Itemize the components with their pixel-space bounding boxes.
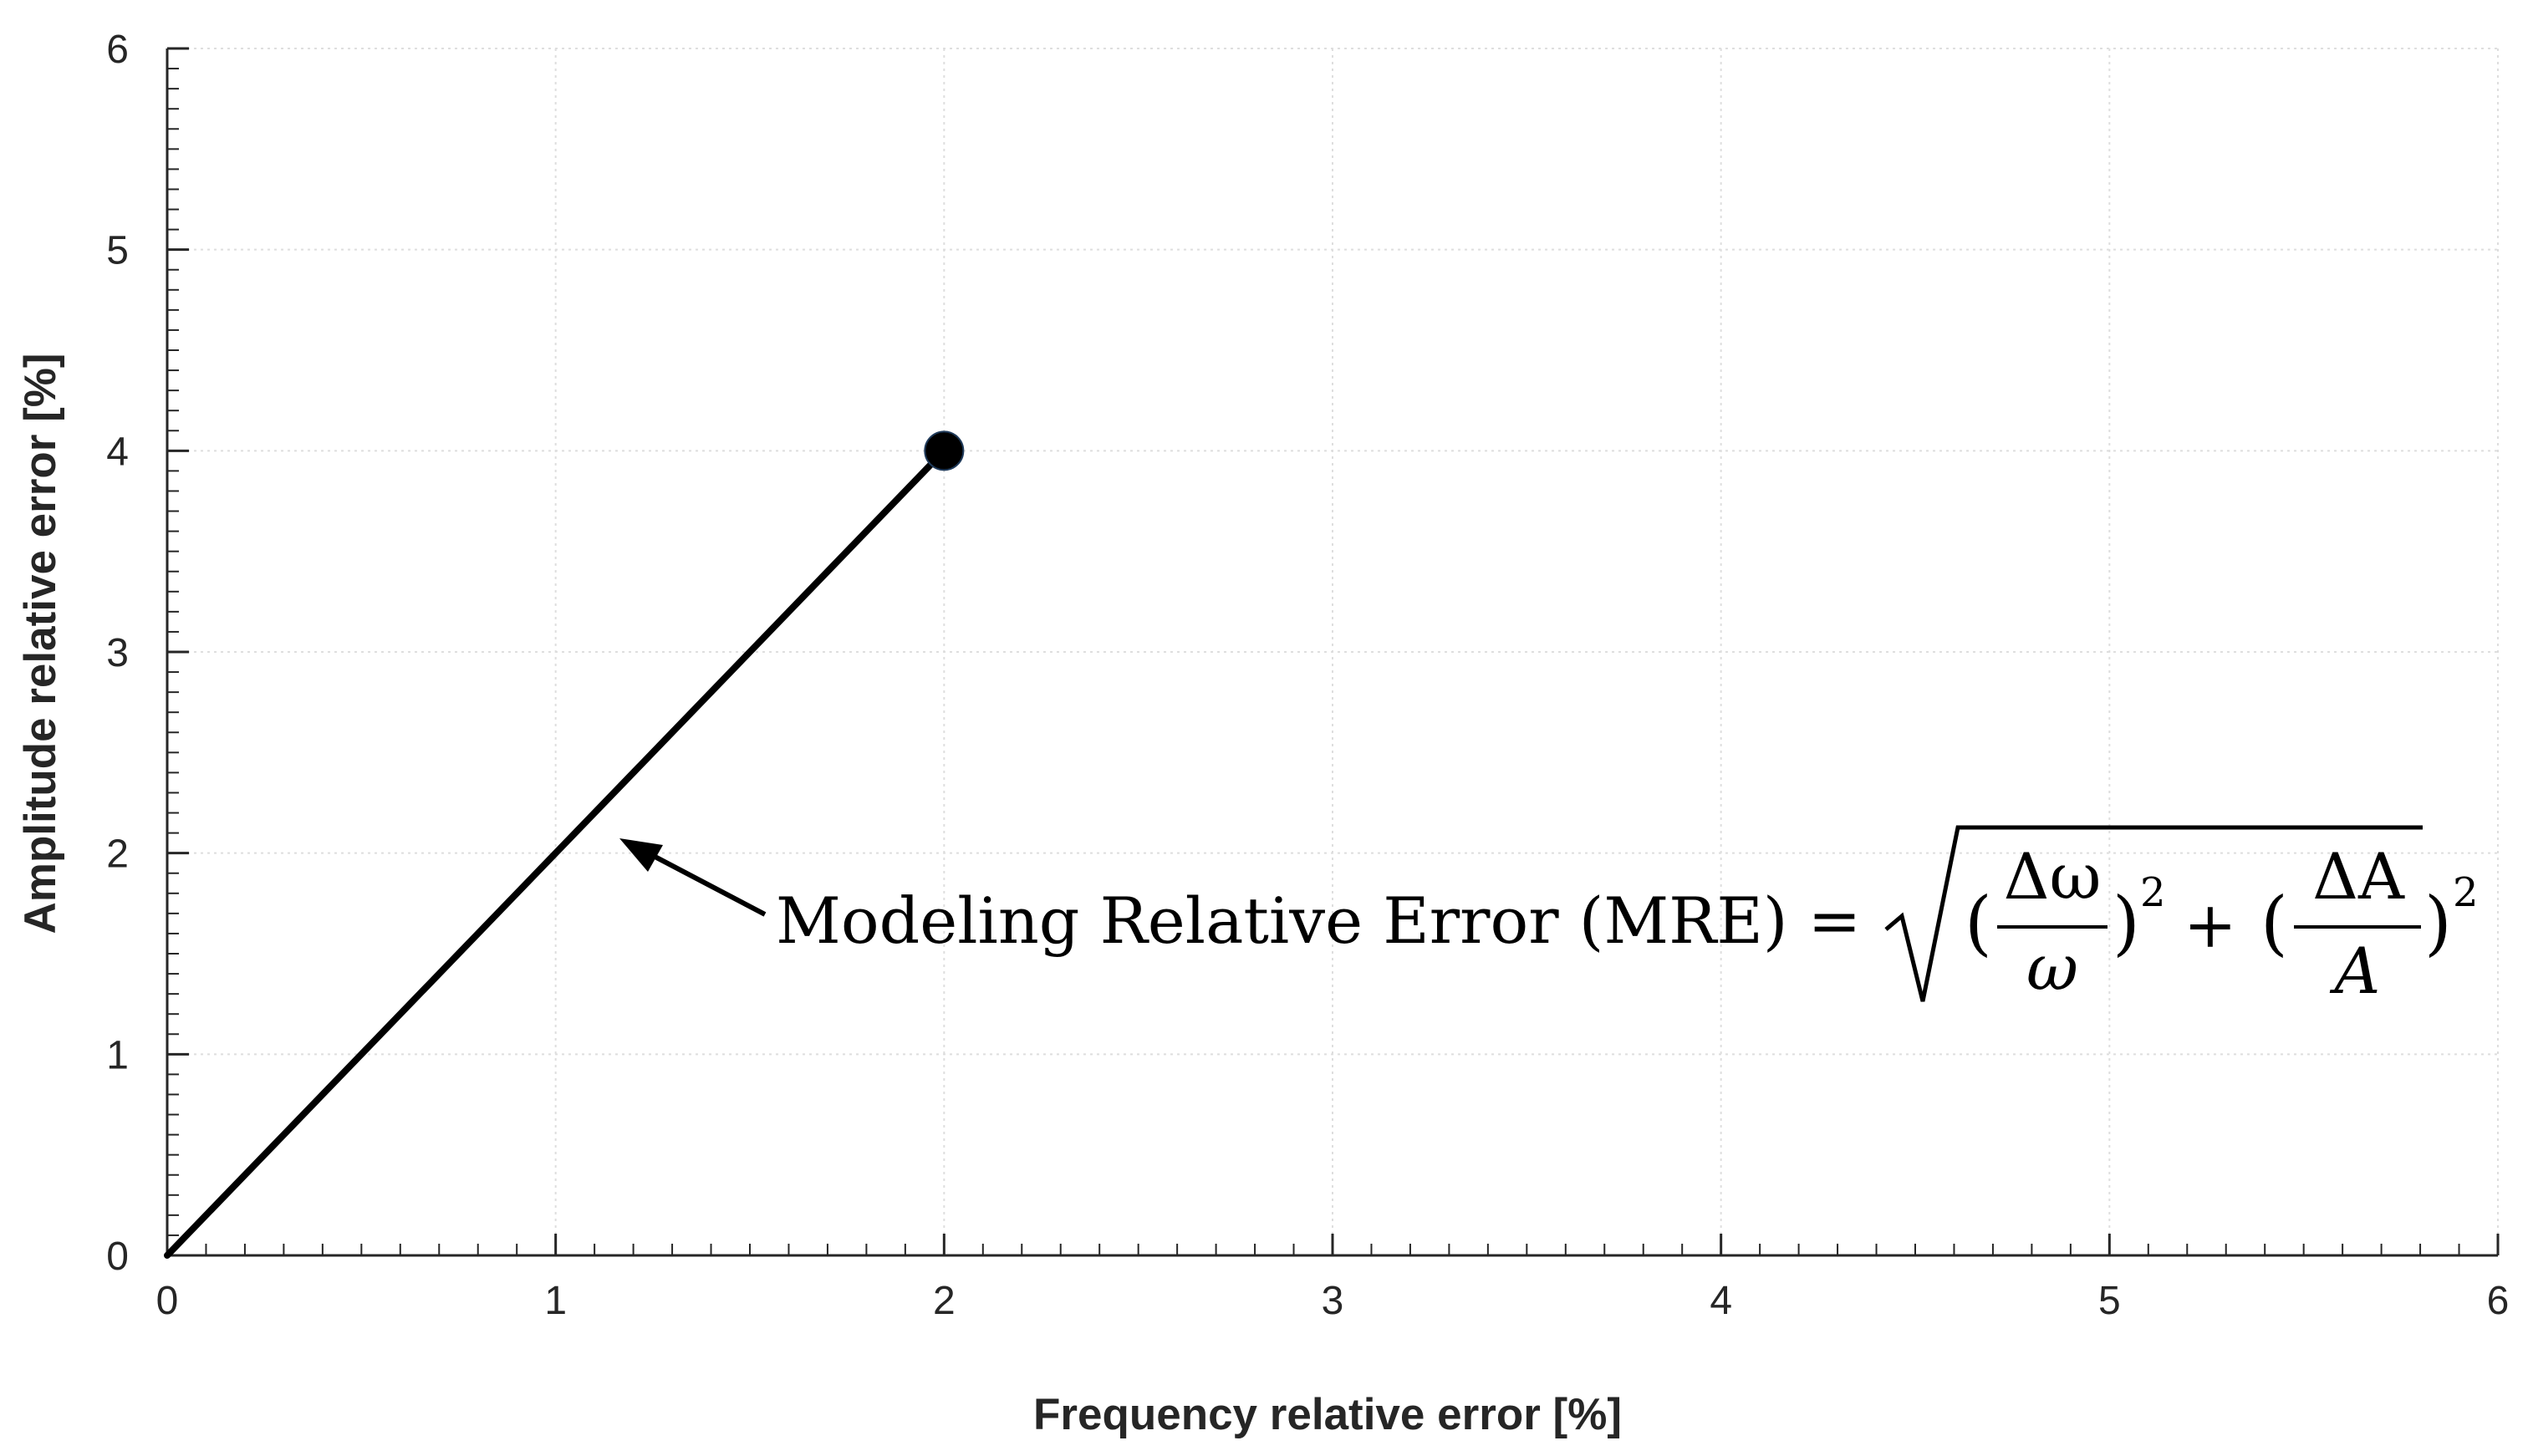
formula-frac1-numerator: Δω: [2004, 839, 2102, 914]
formula-right-paren-2: ): [2424, 882, 2452, 964]
series: [164, 430, 965, 1259]
formula-frac2-denominator: A: [2330, 934, 2381, 1008]
x-axis-label: Frequency relative error [%]: [1033, 1390, 1622, 1439]
formula-plus: +: [2184, 888, 2237, 962]
end-point-marker: [924, 430, 965, 471]
annotation: Modeling Relative Error (MRE) = ( Δω ω )…: [619, 825, 2479, 1008]
y-tick-label: 6: [106, 28, 129, 72]
sqrt-radical: [1884, 825, 2423, 1002]
y-tick-label: 2: [106, 832, 129, 877]
formula-exponent-2: 2: [2453, 869, 2479, 916]
annotation-arrow-head: [619, 838, 663, 872]
y-tick-label: 4: [106, 430, 129, 474]
formula-right-paren-1: ): [2113, 882, 2140, 964]
x-tick-label: 0: [156, 1279, 179, 1323]
y-tick-label: 3: [106, 631, 129, 675]
x-tick-label: 5: [2098, 1279, 2121, 1323]
tick-labels: 0 1 2 3 4 5 6 0 1 2 3 4 5 6: [106, 28, 2509, 1323]
formula-frac1-denominator: ω: [2026, 930, 2078, 1005]
x-tick-label: 2: [933, 1279, 956, 1323]
y-axis-label: Amplitude relative error [%]: [16, 353, 65, 934]
y-tick-label: 1: [106, 1033, 129, 1077]
y-tick-label: 0: [106, 1235, 129, 1279]
x-tick-label: 6: [2487, 1279, 2510, 1323]
y-tick-label: 5: [106, 229, 129, 273]
ticks: [166, 47, 2500, 1257]
x-tick-label: 4: [1710, 1279, 1732, 1323]
formula-exponent-1: 2: [2140, 869, 2166, 916]
grid: [167, 48, 2499, 1255]
formula-left-paren-1: (: [1965, 882, 1992, 964]
annotation-text: Modeling Relative Error (MRE) =: [776, 883, 1861, 958]
x-tick-label: 1: [544, 1279, 567, 1323]
x-tick-label: 3: [1322, 1279, 1344, 1323]
formula-frac2-numerator: ΔA: [2312, 839, 2405, 914]
series-line: [164, 447, 948, 1259]
formula-left-paren-2: (: [2260, 882, 2288, 964]
